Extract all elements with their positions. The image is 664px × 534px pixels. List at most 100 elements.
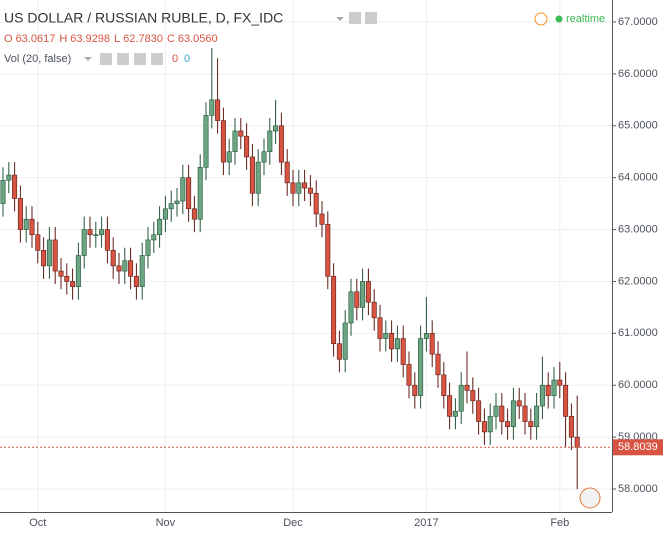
- candle-body: [273, 125, 279, 132]
- last-price-label: 58.8039: [618, 441, 658, 453]
- candle-body: [302, 182, 308, 189]
- candle-body: [365, 281, 371, 303]
- candle-body: [249, 156, 255, 194]
- candle-body: [128, 260, 134, 277]
- candle-body: [551, 379, 557, 396]
- ohlc-key: C: [167, 33, 175, 45]
- candle-body: [563, 384, 569, 417]
- candle-body: [46, 239, 52, 267]
- candle-body: [557, 379, 563, 386]
- candle-body: [476, 400, 482, 422]
- candle-body: [528, 421, 534, 428]
- candle-body: [267, 130, 273, 153]
- ohlc-values: O 63.0617 H 63.9298 L 62.7830 C 63.0560: [4, 33, 218, 45]
- candle-body: [574, 436, 580, 448]
- candle-body: [116, 265, 122, 272]
- eye-icon[interactable]: [100, 53, 112, 65]
- candle-body: [255, 161, 261, 194]
- volume-value: 0: [184, 53, 190, 65]
- candle-body: [568, 416, 574, 438]
- candle-body: [203, 115, 209, 168]
- candle-body: [464, 384, 470, 391]
- dropdown-icon[interactable]: [84, 57, 92, 61]
- candle-body: [29, 218, 35, 236]
- candle-body: [232, 130, 238, 153]
- candle-body: [313, 192, 319, 215]
- candle-body: [93, 234, 99, 237]
- candle-body: [499, 405, 505, 422]
- candle-body: [35, 234, 41, 251]
- candle-body: [389, 333, 395, 350]
- x-tick-label: Oct: [29, 517, 46, 529]
- ohlc-value: 62.7830: [123, 33, 163, 45]
- y-tick-label: 58.0000: [618, 483, 658, 495]
- ohlc-key: H: [59, 33, 67, 45]
- candle-body: [377, 317, 383, 339]
- settings-icon[interactable]: [349, 12, 361, 24]
- candle-body: [447, 395, 453, 417]
- candle-body: [348, 291, 354, 324]
- candle-body: [493, 405, 499, 417]
- add-icon[interactable]: [134, 53, 146, 65]
- candle-body: [75, 255, 81, 287]
- candle-body: [342, 322, 348, 360]
- candle-body: [458, 384, 464, 412]
- candle-body: [133, 275, 139, 287]
- x-tick-label: Dec: [283, 517, 303, 529]
- candle-body: [6, 174, 12, 181]
- candle-body: [423, 333, 429, 339]
- candle-body: [261, 151, 267, 163]
- candle-body: [186, 177, 192, 210]
- candle-body: [296, 182, 302, 194]
- candle-body: [319, 213, 325, 225]
- candle-body: [220, 120, 226, 163]
- candle-body: [110, 250, 116, 267]
- ohlc-key: O: [4, 33, 13, 45]
- status-dot: [555, 15, 563, 23]
- last-price-tag: [613, 439, 663, 456]
- candle-body: [441, 374, 447, 396]
- candle-body: [383, 333, 389, 339]
- candle-body: [534, 405, 540, 428]
- candle-body: [487, 416, 493, 433]
- candle-body: [522, 405, 528, 422]
- settings-icon[interactable]: [117, 53, 129, 65]
- candle-body: [122, 260, 128, 272]
- y-tick-label: 67.0000: [618, 16, 658, 28]
- candles: [0, 47, 580, 490]
- dropdown-icon[interactable]: [336, 17, 344, 21]
- candle-body: [52, 239, 58, 272]
- candle-body: [41, 250, 47, 267]
- y-tick-label: 60.0000: [618, 379, 658, 391]
- candle-body: [162, 208, 168, 220]
- candle-body: [429, 333, 435, 355]
- candle-body: [87, 229, 93, 236]
- y-tick-label: 62.0000: [618, 275, 658, 287]
- status-label: realtime: [566, 13, 605, 25]
- candle-body: [215, 99, 221, 121]
- candle-body: [278, 125, 284, 163]
- candle-body: [99, 229, 105, 236]
- volume-label: Vol (20, false): [4, 53, 71, 65]
- candle-body: [191, 208, 197, 220]
- close-icon[interactable]: [151, 53, 163, 65]
- candle-body: [336, 343, 342, 360]
- close-icon[interactable]: [365, 12, 377, 24]
- candle-body: [400, 338, 406, 365]
- candle-body: [168, 203, 174, 210]
- x-tick-label: Nov: [156, 517, 176, 529]
- candle-body: [360, 281, 366, 308]
- candle-body: [412, 384, 418, 396]
- candle-body: [104, 229, 110, 251]
- candle-body: [452, 410, 458, 417]
- ohlc-value: 63.9298: [70, 33, 110, 45]
- candle-body: [325, 224, 331, 277]
- y-tick-label: 63.0000: [618, 223, 658, 235]
- candle-body: [510, 400, 516, 428]
- candle-body: [290, 182, 296, 194]
- warning-icon[interactable]: [534, 12, 548, 26]
- candle-body: [197, 166, 203, 220]
- volume-value: 0: [172, 53, 178, 65]
